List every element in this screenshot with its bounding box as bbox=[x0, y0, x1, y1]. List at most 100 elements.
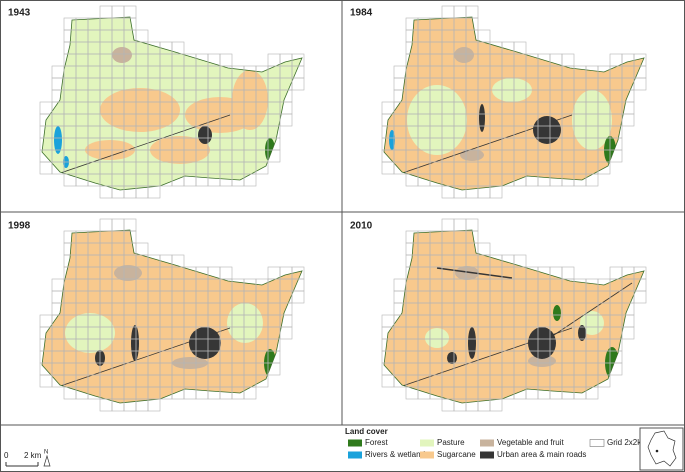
grid-cell bbox=[465, 218, 479, 232]
map-panel: 1998 bbox=[8, 218, 305, 412]
grid-cell bbox=[219, 266, 233, 280]
land-patch bbox=[479, 104, 485, 132]
grid-cell bbox=[135, 242, 149, 256]
legend-swatch bbox=[420, 451, 434, 459]
grid-cell bbox=[123, 218, 137, 232]
grid-cell bbox=[255, 374, 269, 388]
map-panel: 1984 bbox=[350, 5, 647, 199]
legend-label: Grid 2x2km² bbox=[607, 438, 651, 447]
inset-map bbox=[639, 427, 684, 471]
grid-cell bbox=[561, 266, 575, 280]
grid-cell bbox=[267, 362, 281, 376]
grid-cell bbox=[453, 218, 467, 232]
grid-cell bbox=[441, 185, 455, 199]
grid-cell bbox=[597, 374, 611, 388]
grid-cell bbox=[267, 53, 281, 67]
grid-cell bbox=[111, 218, 125, 232]
main-road bbox=[436, 267, 513, 279]
land-cover bbox=[384, 230, 644, 403]
grid-cell bbox=[633, 290, 647, 304]
grid-cell bbox=[477, 242, 491, 256]
land-patch bbox=[54, 126, 62, 154]
grid-cell bbox=[279, 326, 293, 340]
land-patch bbox=[460, 149, 484, 161]
grid-cell bbox=[279, 113, 293, 127]
grid-cell bbox=[381, 161, 395, 175]
land-patch bbox=[114, 265, 142, 281]
land-patch bbox=[572, 90, 612, 150]
grid-cell bbox=[219, 53, 233, 67]
inset-location bbox=[655, 449, 659, 453]
legend-swatch bbox=[589, 439, 605, 447]
land-patch bbox=[447, 352, 457, 364]
legend-label: Sugarcane bbox=[437, 450, 476, 459]
land-patch bbox=[232, 70, 268, 130]
legend-title: Land cover bbox=[345, 427, 388, 436]
grid-cell bbox=[51, 278, 65, 292]
grid-cell bbox=[243, 386, 257, 400]
legend-swatch bbox=[348, 439, 362, 447]
grid-cell bbox=[441, 398, 455, 412]
grid bbox=[381, 5, 647, 199]
grid-cell bbox=[381, 101, 395, 115]
grid-cell bbox=[609, 149, 623, 163]
panel-label: 2010 bbox=[350, 221, 373, 232]
legend: Land cover Forest Rivers & wetland Pasture… bbox=[345, 427, 651, 459]
grid-cell bbox=[267, 266, 281, 280]
grid-cell bbox=[51, 65, 65, 79]
legend-label: Pasture bbox=[437, 438, 465, 447]
grid-cell bbox=[39, 161, 53, 175]
grid-cell bbox=[111, 5, 125, 19]
grid-cell bbox=[441, 218, 455, 232]
grid-cell bbox=[39, 101, 53, 115]
land-patch bbox=[189, 327, 221, 359]
grid-cell bbox=[441, 5, 455, 19]
grid-cell bbox=[393, 278, 407, 292]
grid bbox=[39, 218, 305, 412]
land-patch bbox=[407, 85, 467, 155]
scale-end: 2 km bbox=[24, 451, 42, 460]
legend-label: Forest bbox=[365, 438, 388, 447]
land-patch bbox=[533, 116, 561, 144]
grid-cell bbox=[135, 29, 149, 43]
region-outline bbox=[41, 229, 303, 404]
grid-cell bbox=[393, 65, 407, 79]
legend-swatch bbox=[420, 439, 434, 447]
grid bbox=[381, 218, 647, 412]
grid-cell bbox=[39, 314, 53, 328]
land-patch bbox=[578, 325, 586, 341]
land-patch bbox=[468, 327, 476, 359]
grid-cell bbox=[453, 5, 467, 19]
legend-label: Rivers & wetland bbox=[365, 450, 425, 459]
land-cover bbox=[42, 230, 302, 403]
grid-cell bbox=[585, 173, 599, 187]
panel-label: 1984 bbox=[350, 8, 373, 19]
grid-cell bbox=[291, 77, 305, 91]
land-patch bbox=[65, 313, 115, 353]
grid-cell bbox=[597, 161, 611, 175]
north-arrow: N bbox=[44, 450, 48, 456]
grid-cell bbox=[99, 185, 113, 199]
region-outline bbox=[41, 16, 303, 191]
grid-cell bbox=[267, 149, 281, 163]
legend-swatch bbox=[480, 451, 494, 459]
grid-cell bbox=[381, 314, 395, 328]
panel-label: 1998 bbox=[8, 221, 31, 232]
grid-cell bbox=[255, 161, 269, 175]
land-patch bbox=[198, 126, 212, 144]
land-patch bbox=[454, 47, 474, 63]
panel-label: 1943 bbox=[8, 8, 31, 19]
north-arrow-icon bbox=[43, 454, 51, 467]
grid-cell bbox=[489, 398, 503, 412]
map-panel: 1943 bbox=[8, 5, 305, 199]
legend-swatch bbox=[348, 451, 362, 459]
grid-cell bbox=[147, 185, 161, 199]
grid-cell bbox=[561, 53, 575, 67]
land-patch bbox=[553, 305, 561, 321]
land-patch bbox=[455, 266, 479, 280]
land-cover bbox=[42, 17, 302, 190]
main-road bbox=[541, 282, 633, 344]
grid-cell bbox=[99, 398, 113, 412]
land-patch bbox=[528, 355, 556, 367]
map-panel: 2010 bbox=[350, 218, 647, 412]
